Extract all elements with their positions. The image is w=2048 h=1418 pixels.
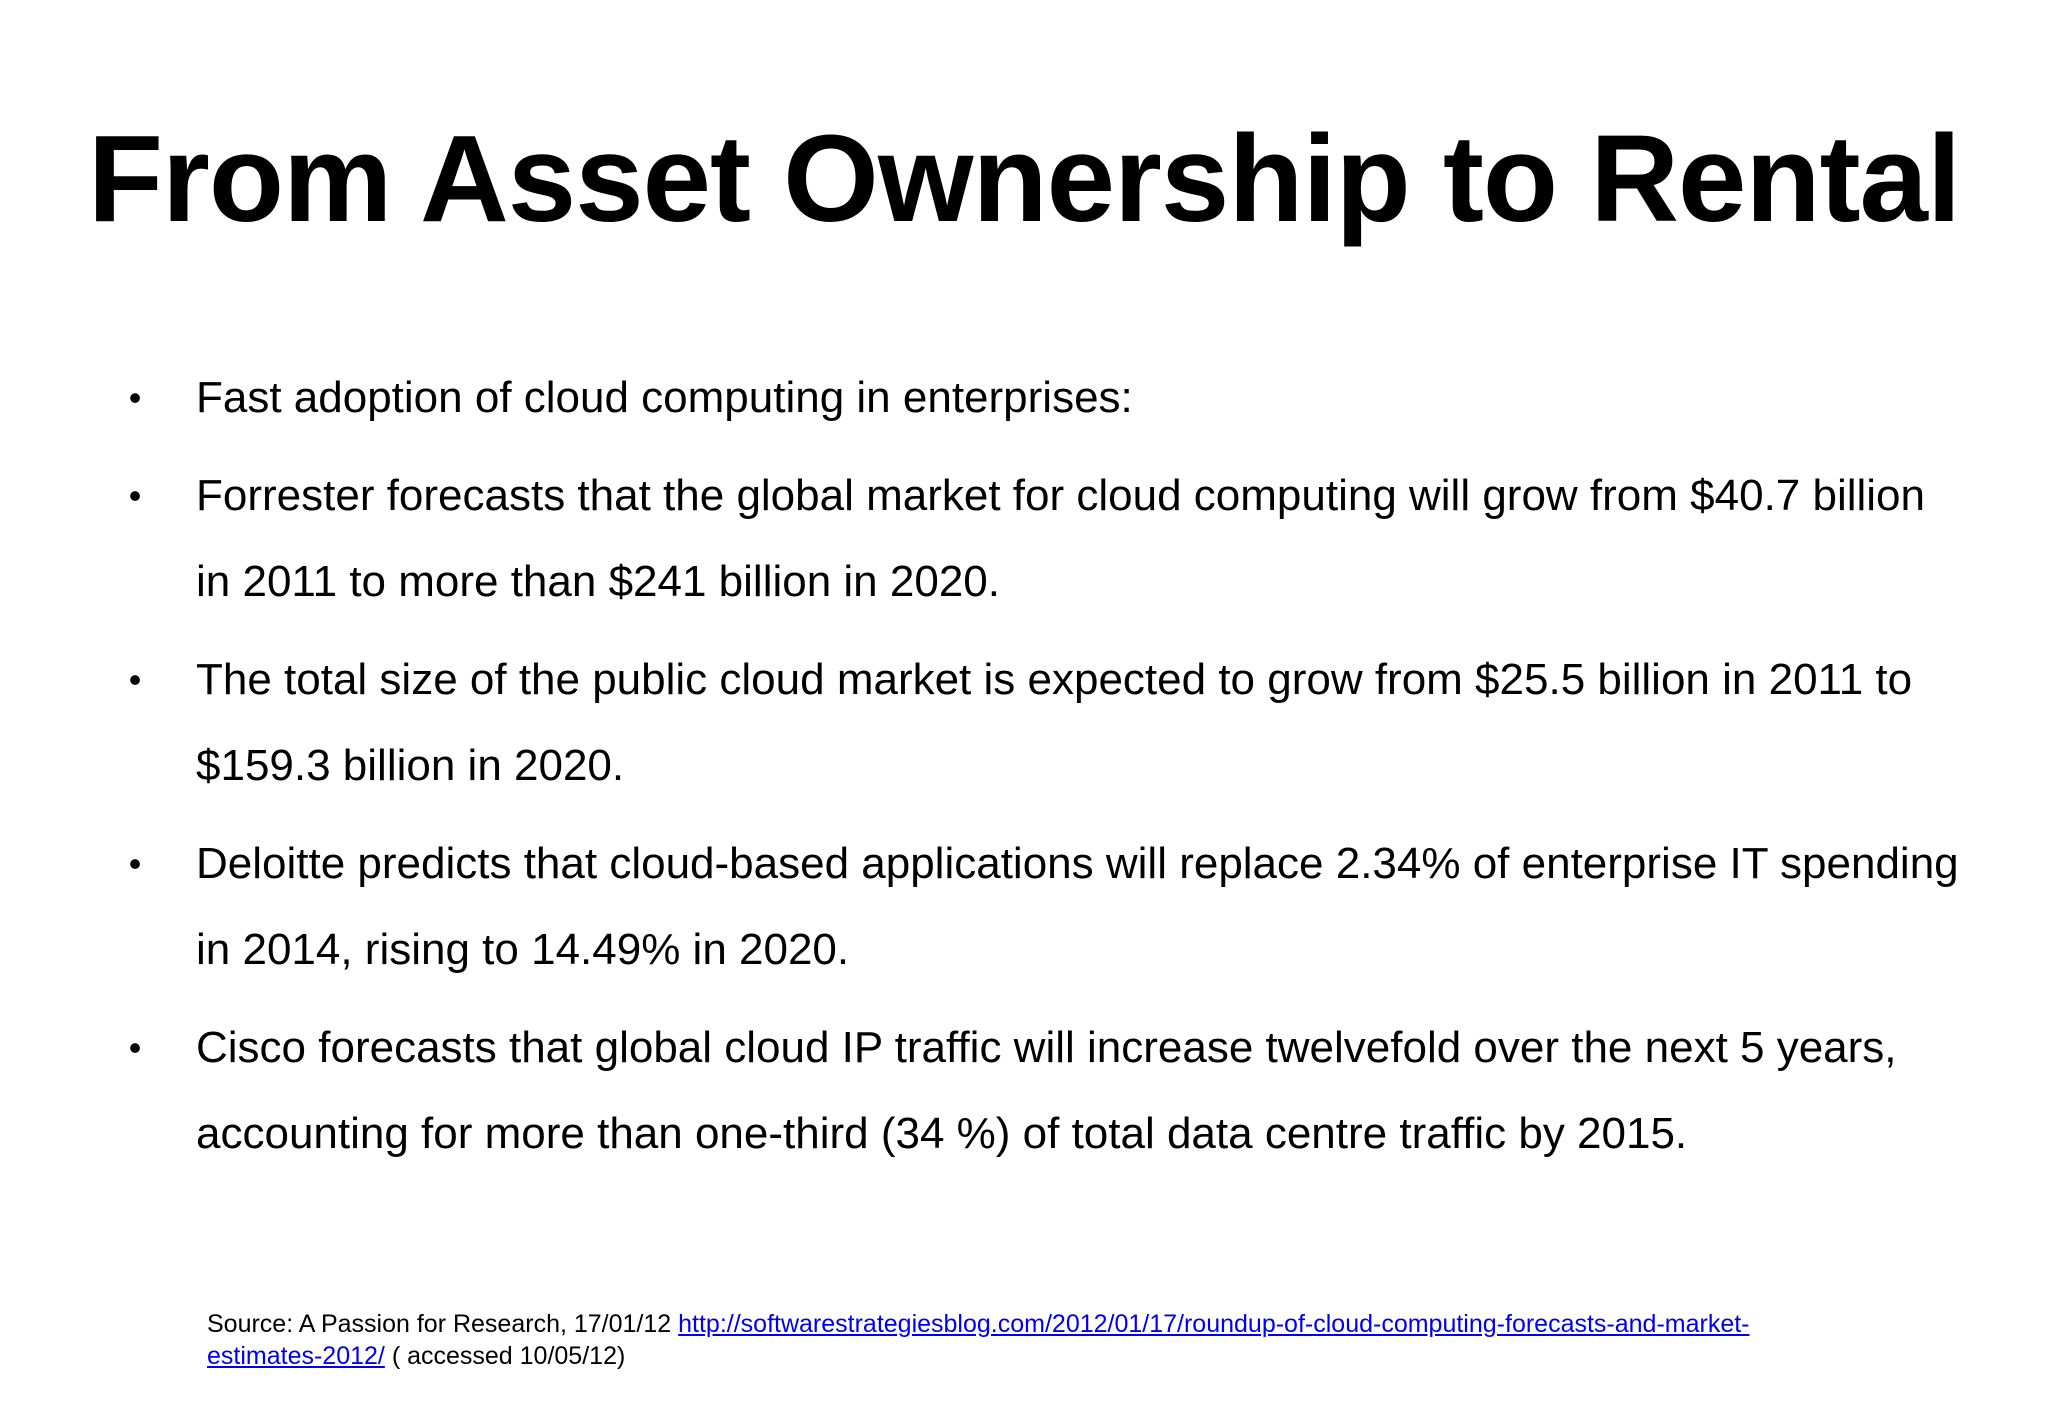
bullet-dot-icon: • (128, 1027, 142, 1068)
bullet-text: The total size of the public cloud marke… (196, 655, 1913, 790)
source-accessed-note: ( accessed 10/05/12) (384, 1342, 626, 1370)
source-prefix: Source: A Passion for Research, 17/01/12 (207, 1310, 679, 1338)
source-link[interactable]: http://softwarestrategiesblog.com/2012/0… (207, 1310, 1750, 1370)
bullet-dot-icon: • (128, 843, 142, 884)
bullet-text: Fast adoption of cloud computing in ente… (196, 373, 1133, 422)
source-citation: Source: A Passion for Research, 17/01/12… (207, 1308, 1857, 1372)
bullet-item: • Forrester forecasts that the global ma… (120, 453, 1970, 625)
bullet-item: • Fast adoption of cloud computing in en… (120, 355, 1970, 441)
slide-title: From Asset Ownership to Rental (87, 111, 1961, 248)
bullet-dot-icon: • (128, 377, 142, 418)
bullet-text: Forrester forecasts that the global mark… (196, 471, 1925, 606)
bullet-dot-icon: • (128, 659, 142, 700)
bullet-text: Deloitte predicts that cloud-based appli… (196, 839, 1959, 974)
bullet-item: • Deloitte predicts that cloud-based app… (120, 821, 1970, 993)
bullet-text: Cisco forecasts that global cloud IP tra… (196, 1023, 1897, 1158)
bullet-dot-icon: • (128, 475, 142, 516)
bullet-item: • The total size of the public cloud mar… (120, 637, 1970, 809)
bullet-list: • Fast adoption of cloud computing in en… (120, 355, 1970, 1189)
bullet-item: • Cisco forecasts that global cloud IP t… (120, 1005, 1970, 1177)
